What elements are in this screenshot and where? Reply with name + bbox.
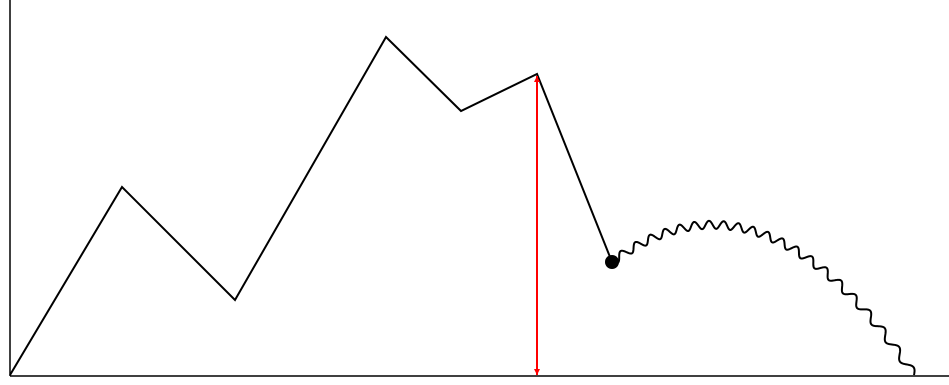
- wavy-curve: [611, 219, 916, 376]
- end-point-dot: [605, 255, 619, 269]
- zigzag-path: [9, 35, 613, 376]
